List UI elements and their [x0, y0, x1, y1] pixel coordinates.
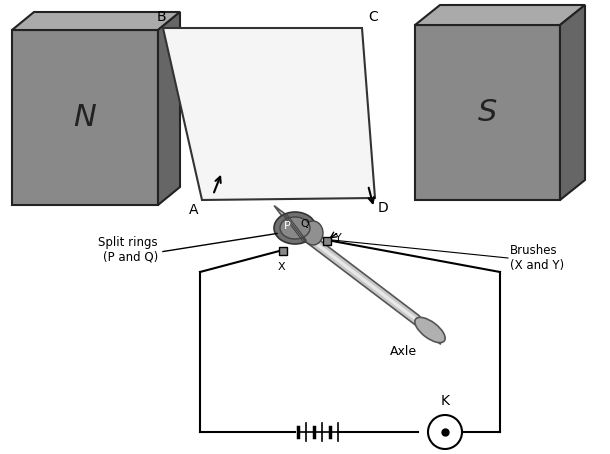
Text: Brushes
(X and Y): Brushes (X and Y): [510, 244, 564, 272]
Text: D: D: [378, 201, 389, 215]
Ellipse shape: [274, 212, 316, 244]
Text: B: B: [156, 10, 166, 24]
Bar: [323, 237, 331, 245]
Ellipse shape: [415, 317, 445, 343]
Text: P: P: [284, 221, 290, 231]
Text: Q: Q: [301, 219, 309, 229]
Polygon shape: [12, 12, 180, 30]
Polygon shape: [163, 28, 375, 200]
Text: Y: Y: [335, 233, 342, 243]
Polygon shape: [560, 5, 585, 200]
Polygon shape: [274, 206, 441, 344]
Ellipse shape: [280, 217, 310, 239]
Ellipse shape: [303, 221, 323, 245]
Bar: [279, 247, 287, 255]
Polygon shape: [415, 25, 560, 200]
Text: N: N: [74, 103, 96, 132]
Text: Split rings
(P and Q): Split rings (P and Q): [98, 236, 158, 264]
Text: X: X: [277, 262, 285, 272]
Polygon shape: [415, 5, 585, 25]
Text: C: C: [368, 10, 378, 24]
Polygon shape: [12, 30, 158, 205]
Polygon shape: [281, 215, 434, 335]
Text: Axle: Axle: [390, 345, 417, 358]
Polygon shape: [158, 12, 180, 205]
Text: K: K: [440, 394, 450, 408]
Text: S: S: [478, 98, 497, 127]
Circle shape: [428, 415, 462, 449]
Text: A: A: [188, 203, 198, 217]
